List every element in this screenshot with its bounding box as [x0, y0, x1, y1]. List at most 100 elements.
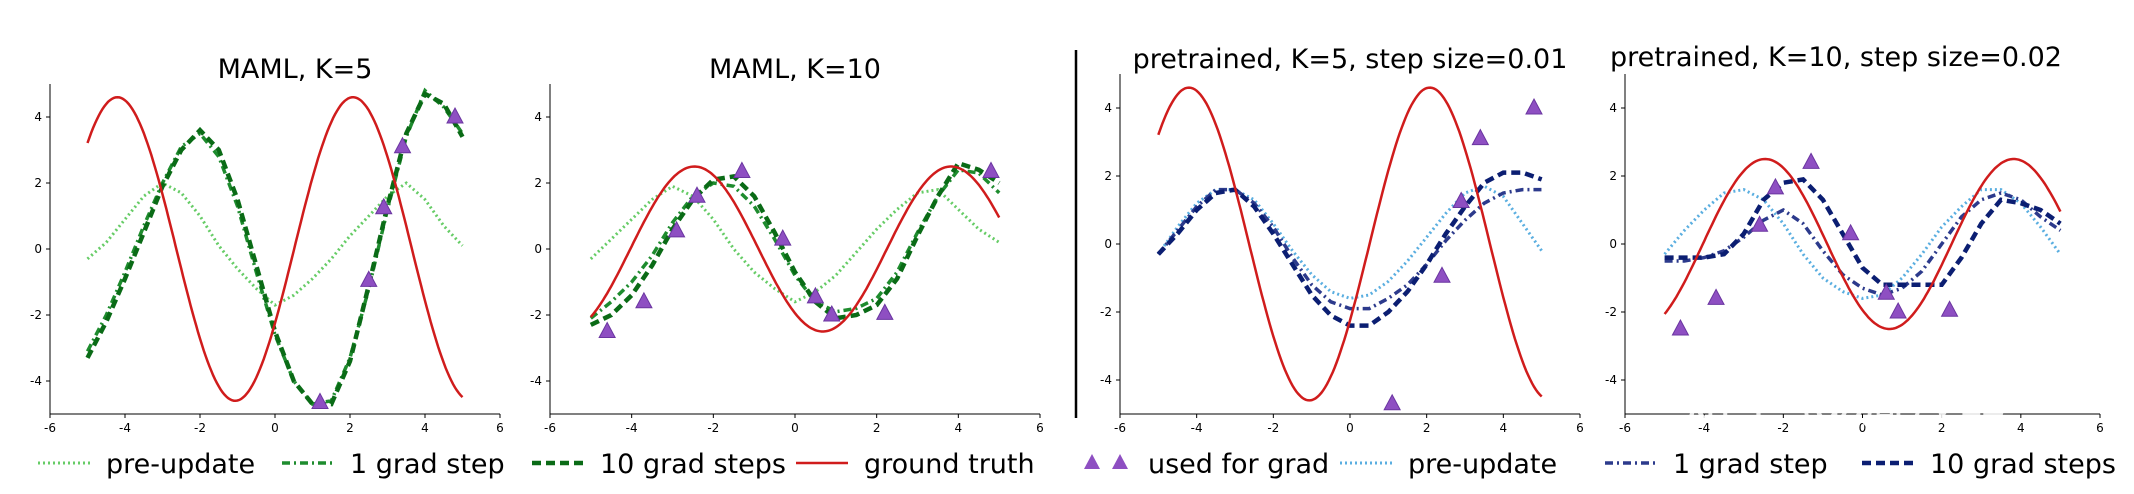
x-tick-label: 6 [496, 421, 504, 435]
legend-item-2: 1 grad step [282, 449, 505, 480]
sample-point [733, 161, 751, 178]
sample-point [822, 304, 841, 322]
sample-point [1766, 177, 1785, 195]
legend-item-8: 10 grad steps [1862, 449, 2116, 480]
legend: pre-update 1 grad step 10 grad steps ground… [38, 449, 2116, 480]
legend-label: pre-update [106, 449, 255, 480]
legend-item-7: 1 grad step [1605, 449, 1828, 480]
sample-point [688, 186, 706, 203]
sample-point [1671, 318, 1690, 336]
legend-item-6: pre-update [1340, 449, 1557, 480]
y-tick-label: 0 [1609, 237, 1617, 251]
chart-title: pretrained, K=10, step size=0.02 [1610, 42, 2062, 73]
legend-label: pre-update [1408, 449, 1557, 480]
sample-point [1802, 152, 1820, 169]
sample-point [667, 220, 686, 238]
chart-title: MAML, K=5 [218, 54, 373, 85]
legend-label: 10 grad steps [600, 449, 786, 480]
x-tick-label: 4 [1500, 421, 1508, 435]
x-tick-label: -4 [1191, 421, 1203, 435]
legend-item-3: 10 grad steps [532, 449, 786, 480]
sample-point [1525, 97, 1543, 115]
sample-point [1383, 393, 1402, 411]
y-tick-label: 4 [534, 110, 542, 124]
x-tick-label: 6 [1576, 421, 1584, 435]
ground-truth-line [1157, 86, 1543, 402]
series-line-maml_pre [86, 181, 464, 307]
sample-point [311, 392, 329, 409]
sample-point [635, 291, 653, 309]
series-line-pre_10 [1664, 176, 2062, 288]
sample-point [598, 321, 617, 338]
legend-label: 1 grad step [350, 449, 505, 480]
y-tick-label: 0 [534, 242, 542, 256]
sample-point [1707, 288, 1725, 305]
y-tick-label: -4 [1605, 373, 1617, 387]
sample-point [1471, 128, 1490, 146]
series-line-pre_1 [1664, 191, 2062, 297]
x-tick-label: -6 [1619, 421, 1631, 435]
x-tick-label: -4 [119, 421, 131, 435]
panels: MAML, K=5 -6 -4 -2 0 2 4 6 -4 -2 0 2 4 MAML, K=10 -6 -4… [30, 42, 2104, 435]
x-tick-label: 0 [1859, 421, 1867, 435]
legend-label: ground truth [864, 449, 1035, 480]
y-tick-label: 0 [1104, 237, 1112, 251]
y-tick-label: 2 [1104, 169, 1112, 183]
sample-point [374, 197, 393, 215]
chart-panel-4: pretrained, K=10, step size=0.02 -6 -4 -2 0 2… [1605, 42, 2104, 435]
legend-marker [1112, 454, 1128, 469]
y-tick-label: -4 [30, 374, 42, 388]
legend-item-4: ground truth [796, 449, 1035, 480]
legend-label: 1 grad step [1673, 449, 1828, 480]
y-tick-label: 2 [1609, 169, 1617, 183]
sample-point [1841, 223, 1860, 241]
x-tick-label: 0 [791, 421, 799, 435]
y-tick-label: 4 [34, 110, 42, 124]
sample-point [875, 303, 894, 320]
x-tick-label: -2 [707, 421, 719, 435]
chart-panel-2: MAML, K=10 -6 -4 -2 0 2 4 6 -4 -2 0 2 4 [530, 54, 1044, 435]
x-tick-label: -6 [544, 421, 556, 435]
series-line-maml_10 [85, 90, 465, 407]
chart-panel-3: pretrained, K=5, step size=0.01 -6 -4 -2 0 2 4… [1100, 44, 1584, 435]
x-tick-label: 4 [955, 421, 963, 435]
x-tick-label: 2 [1423, 421, 1431, 435]
y-tick-label: -4 [1100, 373, 1112, 387]
legend-item-1: pre-update [38, 449, 255, 480]
y-tick-label: 4 [1104, 101, 1112, 115]
series-line-pre_1 [1156, 187, 1542, 311]
x-tick-label: -4 [626, 421, 638, 435]
legend-marker [1084, 454, 1100, 469]
sample-point [359, 270, 378, 287]
sample-point [1452, 191, 1471, 208]
y-tick-label: -2 [30, 308, 42, 322]
watermark: 知乎 @凋残霞 [1680, 375, 2009, 435]
x-tick-label: -2 [1777, 421, 1789, 435]
x-tick-label: 2 [873, 421, 881, 435]
legend-label: 10 grad steps [1930, 449, 2116, 480]
y-tick-label: -2 [530, 308, 542, 322]
x-tick-label: 2 [1938, 421, 1946, 435]
x-tick-label: -2 [194, 421, 206, 435]
sample-point [1889, 301, 1907, 319]
y-tick-label: -2 [1100, 305, 1112, 319]
sample-point [446, 106, 464, 124]
series-line-pre_pre [1663, 188, 2062, 300]
y-tick-label: 4 [1609, 101, 1617, 115]
x-tick-label: 0 [271, 421, 279, 435]
y-tick-label: -4 [530, 374, 542, 388]
sample-point [773, 229, 792, 246]
sample-point [1433, 266, 1451, 283]
y-tick-label: 2 [34, 176, 42, 190]
legend-label: used for grad [1148, 449, 1329, 480]
x-tick-label: 2 [346, 421, 354, 435]
chart-title: pretrained, K=5, step size=0.01 [1133, 44, 1568, 75]
legend-item-5: used for grad [1084, 449, 1329, 480]
sample-point [1877, 283, 1896, 300]
ground-truth-line [589, 165, 1001, 333]
sample-point [393, 136, 412, 154]
ground-truth-line [86, 95, 464, 403]
y-tick-label: 0 [34, 242, 42, 256]
x-tick-label: -6 [44, 421, 56, 435]
x-tick-label: -6 [1114, 421, 1126, 435]
